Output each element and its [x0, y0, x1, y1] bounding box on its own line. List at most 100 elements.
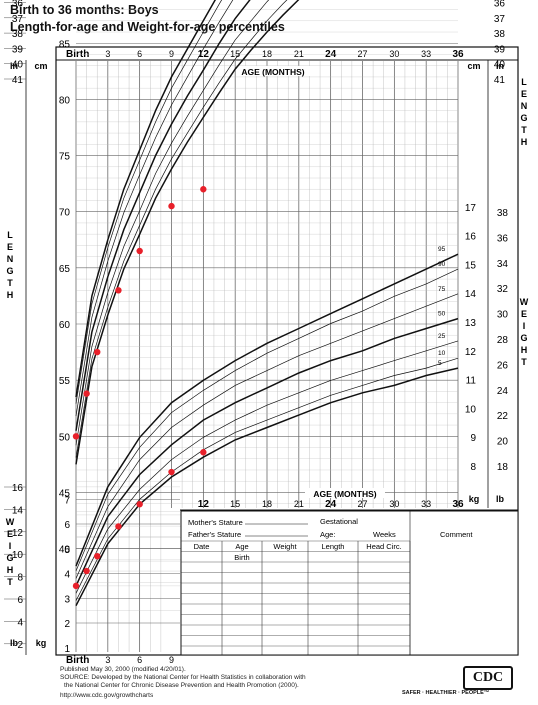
weight-axis-title-left: T [7, 577, 13, 587]
in-label-right: 40 [494, 60, 506, 71]
lb-label-right: 36 [497, 233, 509, 244]
lb-label-right: 18 [497, 462, 509, 473]
length-measurement-point [115, 287, 122, 294]
lb-label-right: 26 [497, 360, 509, 371]
x-tick-top: 27 [357, 49, 367, 59]
length-percentile-curve [75, 0, 223, 404]
weight-percentile-label: 90 [438, 261, 446, 268]
in-label-left: 37 [12, 14, 24, 25]
lb-label-left: 6 [17, 595, 23, 606]
x-tick-top: 9 [169, 49, 174, 59]
lb-label-left: 10 [12, 550, 24, 561]
kg-label-right: 14 [465, 289, 477, 300]
x-tick-mid: 30 [389, 499, 399, 509]
length-axis-title-left: G [6, 266, 13, 276]
length-axis-title-left: T [7, 278, 13, 288]
table-fathers-stature: Father's Stature [188, 530, 241, 539]
kg-label-right: 12 [465, 347, 477, 358]
weight-percentile-label: 75 [438, 286, 446, 293]
kg-label-left: 5 [64, 545, 70, 556]
in-label-left: 36 [12, 0, 24, 10]
lb-label-left: 12 [12, 528, 24, 539]
cm-label-left: 85 [59, 39, 71, 50]
table-column-header: Weight [273, 542, 297, 551]
cm-label-left: 60 [59, 320, 71, 331]
weight-axis-title-right: G [520, 333, 527, 343]
cm-label-left: 55 [59, 376, 71, 387]
cm-label-left: 40 [59, 545, 71, 556]
in-label-left: 40 [12, 60, 24, 71]
length-axis-title-right: N [521, 101, 528, 111]
weight-percentile-label: 10 [438, 350, 446, 357]
in-label-right: 38 [494, 29, 506, 40]
x-tick-top: 33 [421, 49, 431, 59]
cm-label-left: 65 [59, 264, 71, 275]
length-measurement-point [200, 186, 207, 193]
lb-label-left: 8 [17, 573, 23, 584]
weight-axis-title-left: W [6, 517, 15, 527]
unit-kg-left: kg [36, 638, 47, 648]
weight-percentile-curve [75, 268, 459, 572]
lb-label-right: 24 [497, 386, 509, 397]
kg-label-right: 11 [466, 376, 477, 387]
x-tick-mid: 36 [452, 499, 464, 510]
weight-axis-title-right: W [520, 297, 529, 307]
lb-label-right: 32 [497, 284, 509, 295]
kg-label-right: 17 [465, 203, 477, 214]
table-column-header: Head Circ. [366, 542, 401, 551]
kg-label-right: 8 [470, 462, 476, 473]
in-label-right: 39 [494, 44, 506, 55]
length-axis-title-left: L [7, 230, 13, 240]
kg-label-right: 16 [465, 232, 477, 243]
x-tick-mid: 12 [198, 499, 210, 510]
weight-axis-title-right: T [521, 357, 527, 367]
kg-label-right: 10 [465, 404, 477, 415]
weight-measurement-point [83, 567, 90, 575]
footer-link[interactable]: http://www.cdc.gov/growthcharts [60, 692, 154, 699]
x-tick-top: 18 [262, 49, 272, 59]
weight-percentile-curve [75, 357, 459, 601]
unit-lb-left: lb [10, 638, 19, 648]
cm-label-left: 80 [59, 95, 71, 106]
unit-cm-right: cm [467, 61, 480, 71]
age-label-bg-top [236, 66, 310, 76]
weight-axis-title-left: I [9, 541, 12, 551]
weight-axis-title-left: E [7, 529, 13, 539]
x-tick-top: 6 [137, 49, 142, 59]
x-tick-mid: 27 [357, 499, 367, 509]
lb-label-right: 20 [497, 437, 509, 448]
length-axis-title-right: G [520, 113, 527, 123]
cm-label-left: 50 [59, 432, 71, 443]
lb-label-right: 28 [497, 335, 509, 346]
table-column-header: Age [235, 542, 248, 551]
weight-percentile-label: 95 [438, 246, 446, 253]
x-tick-top: 21 [294, 49, 304, 59]
weight-percentile-curve [75, 293, 459, 579]
unit-in-right: in [496, 61, 504, 71]
unit-cm-left: cm [34, 61, 47, 71]
x-tick-top: 30 [389, 49, 399, 59]
lb-label-right: 34 [497, 259, 509, 270]
length-percentile-curve [75, 0, 234, 417]
table-weeks: Weeks [373, 530, 396, 539]
in-label-right: 37 [494, 14, 506, 25]
weight-axis-title-left: G [6, 553, 13, 563]
cm-label-left: 75 [59, 152, 71, 163]
kg-label-left: 6 [64, 520, 70, 531]
length-measurement-point [136, 247, 143, 255]
length-percentile-curve [75, 0, 217, 398]
weight-measurement-point [200, 449, 207, 456]
weight-measurement-point [168, 468, 175, 476]
weight-percentile-curve [75, 317, 459, 587]
x-tick-mid: 33 [421, 499, 431, 509]
x-tick-birth-bottom: Birth [66, 655, 89, 666]
table-column-header: Length [322, 542, 345, 551]
table-mothers-stature: Mother's Stature [188, 518, 243, 527]
weight-axis-title-right: E [521, 309, 527, 319]
length-percentile-curve [75, 0, 288, 458]
weight-percentile-label: 5 [438, 360, 442, 367]
kg-label-left: 3 [64, 594, 70, 605]
unit-lb-right: lb [496, 494, 505, 504]
kg-label-left: 2 [64, 619, 70, 630]
